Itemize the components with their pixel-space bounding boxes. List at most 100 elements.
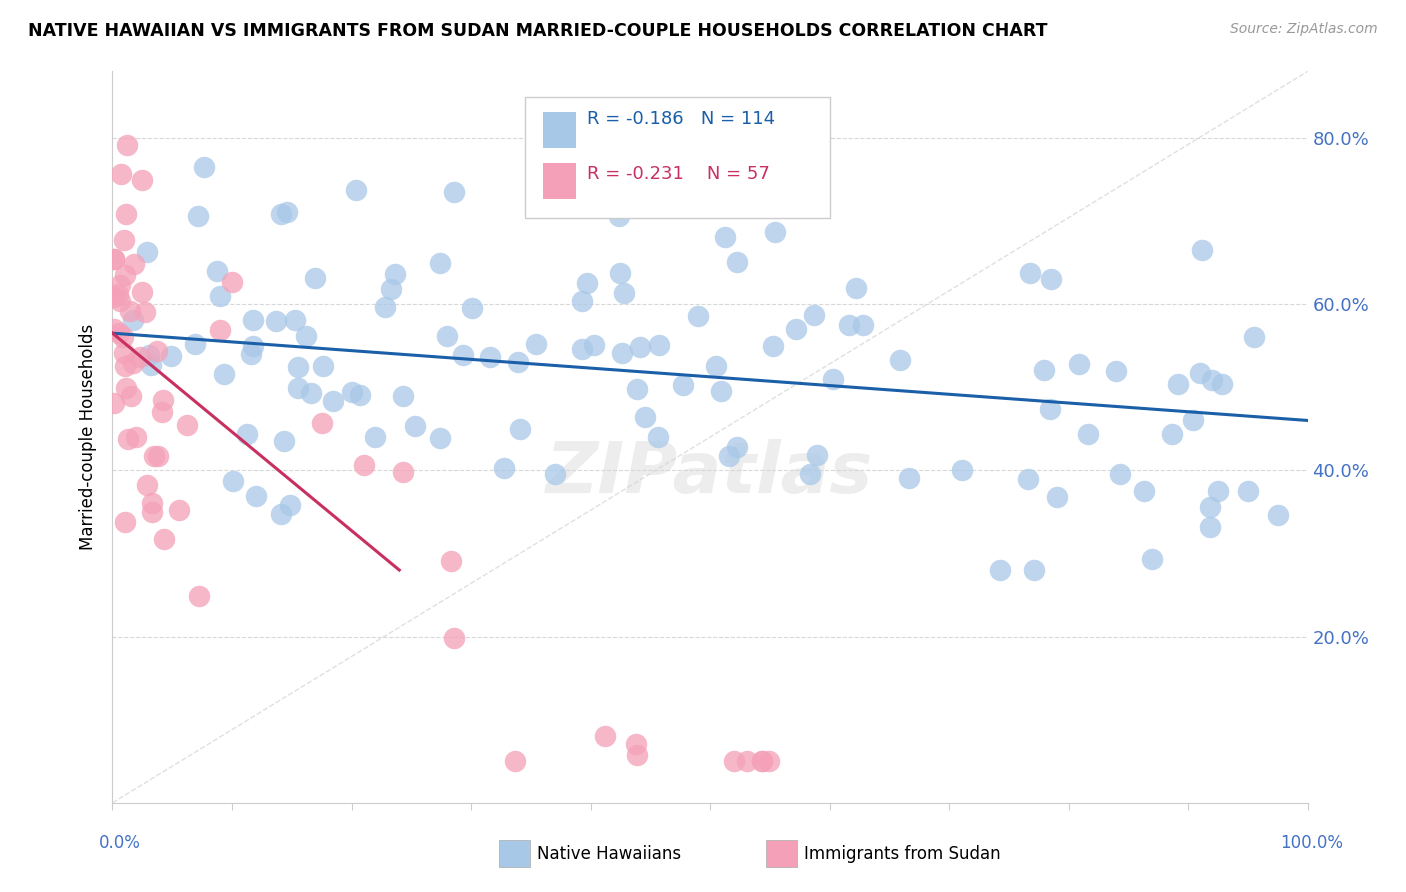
Point [524, 336, 547, 351]
Point [443, 632, 465, 646]
Point [236, 426, 259, 441]
Point [688, 309, 710, 323]
Point [612, 345, 634, 359]
Point [634, 410, 657, 425]
Point [1039, 272, 1062, 286]
Point [392, 466, 415, 480]
Point [1211, 377, 1233, 392]
Point [107, 287, 129, 301]
Point [1206, 484, 1229, 499]
Point [283, 312, 305, 326]
Point [134, 304, 156, 318]
Text: R = -0.231    N = 57: R = -0.231 N = 57 [586, 165, 770, 183]
Point [120, 304, 142, 318]
Point [1069, 357, 1091, 371]
Text: 0.0%: 0.0% [98, 834, 141, 852]
Point [1167, 377, 1189, 392]
Point [299, 385, 322, 400]
Point [159, 349, 181, 363]
Y-axis label: Married-couple Households: Married-couple Households [79, 324, 97, 550]
Point [208, 323, 231, 337]
Point [429, 431, 451, 445]
Point [112, 234, 135, 248]
Point [1201, 373, 1223, 387]
Point [613, 286, 636, 301]
Point [735, 754, 758, 768]
Point [209, 288, 232, 302]
Point [1199, 520, 1222, 534]
Point [506, 355, 529, 369]
Point [114, 516, 136, 530]
Point [494, 460, 516, 475]
Point [245, 489, 267, 503]
Point [838, 318, 860, 332]
Point [852, 318, 875, 332]
Point [725, 255, 748, 269]
Point [112, 346, 135, 360]
Point [988, 563, 1011, 577]
Point [242, 313, 264, 327]
Point [1032, 363, 1054, 377]
Point [152, 392, 174, 407]
Point [648, 338, 671, 352]
Point [751, 754, 773, 768]
Point [647, 430, 669, 444]
Point [380, 282, 402, 296]
Point [762, 339, 785, 353]
Point [131, 173, 153, 187]
Point [141, 505, 163, 519]
Point [188, 589, 211, 603]
Point [184, 336, 207, 351]
Point [221, 275, 243, 289]
Point [114, 359, 136, 373]
Point [626, 747, 648, 762]
Point [1237, 483, 1260, 498]
Point [593, 729, 616, 743]
Point [342, 384, 364, 399]
Point [845, 280, 868, 294]
Point [1267, 508, 1289, 523]
Point [509, 422, 531, 436]
Point [139, 358, 162, 372]
Point [373, 301, 395, 315]
Point [103, 322, 125, 336]
Point [136, 478, 159, 492]
Point [799, 467, 821, 481]
Point [1017, 472, 1039, 486]
Point [1105, 364, 1128, 378]
Point [273, 434, 295, 449]
Point [384, 267, 406, 281]
Point [751, 754, 773, 768]
Point [108, 277, 131, 292]
Point [150, 405, 173, 419]
Point [311, 416, 333, 430]
Point [889, 353, 911, 368]
Point [115, 138, 138, 153]
Point [479, 351, 502, 365]
Point [571, 342, 593, 356]
Point [287, 360, 309, 375]
Point [266, 314, 288, 328]
Point [1243, 329, 1265, 343]
Point [270, 207, 292, 221]
Point [710, 384, 733, 399]
Point [1077, 427, 1099, 442]
Point [1191, 244, 1213, 258]
Point [607, 209, 630, 223]
Point [143, 449, 166, 463]
Point [167, 503, 190, 517]
Point [312, 359, 335, 374]
Point [626, 382, 648, 396]
FancyBboxPatch shape [543, 163, 576, 200]
Point [129, 350, 152, 364]
Point [110, 167, 132, 181]
Point [609, 266, 631, 280]
Point [131, 285, 153, 299]
Point [503, 754, 526, 768]
Point [1109, 467, 1132, 481]
Point [1039, 401, 1062, 416]
Point [153, 532, 176, 546]
FancyBboxPatch shape [524, 97, 830, 218]
Point [349, 388, 371, 402]
Point [758, 754, 780, 768]
